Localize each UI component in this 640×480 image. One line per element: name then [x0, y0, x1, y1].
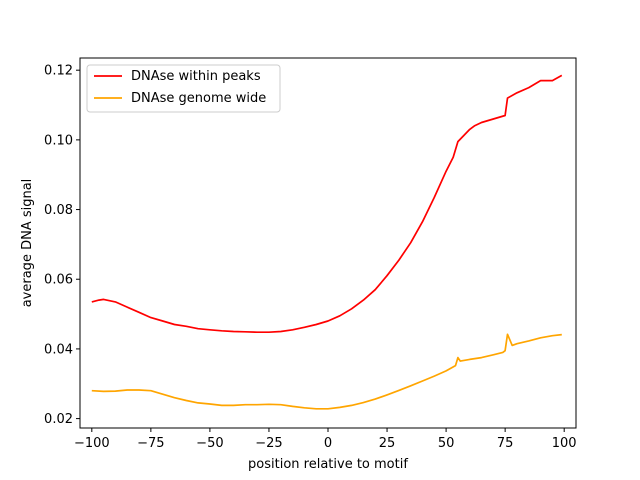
- series-line-genome-wide: [91, 333, 562, 410]
- x-tick-label: −25: [255, 436, 282, 451]
- x-tick-label: −100: [74, 436, 110, 451]
- x-tick-label: 75: [497, 436, 514, 451]
- x-tick-label: 0: [324, 436, 332, 451]
- y-axis-ticks: 0.02 0.04 0.06 0.08 0.10 0.12: [44, 64, 80, 427]
- x-tick-label: 50: [438, 436, 455, 451]
- y-axis-label: average DNA signal: [20, 179, 35, 308]
- y-tick-label: 0.04: [44, 342, 73, 357]
- legend-label-genome-wide: DNAse genome wide: [131, 91, 266, 106]
- series-layer: [91, 74, 563, 410]
- x-tick-label: −75: [137, 436, 164, 451]
- y-tick-label: 0.08: [44, 203, 73, 218]
- legend-label-within-peaks: DNAse within peaks: [131, 69, 261, 84]
- y-tick-label: 0.12: [44, 64, 73, 79]
- x-tick-label: 100: [552, 436, 577, 451]
- y-tick-label: 0.02: [44, 412, 73, 427]
- x-axis-label: position relative to motif: [248, 457, 408, 472]
- legend: DNAse within peaks DNAse genome wide: [86, 64, 281, 113]
- x-tick-label: −50: [196, 436, 223, 451]
- x-tick-label: 25: [379, 436, 396, 451]
- y-tick-label: 0.06: [44, 273, 73, 288]
- y-tick-label: 0.10: [44, 133, 73, 148]
- x-axis-ticks: −100 −75 −50 −25 0 25 50 75 100: [74, 428, 577, 451]
- series-line-within-peaks: [91, 74, 563, 334]
- legend-box: [86, 64, 281, 113]
